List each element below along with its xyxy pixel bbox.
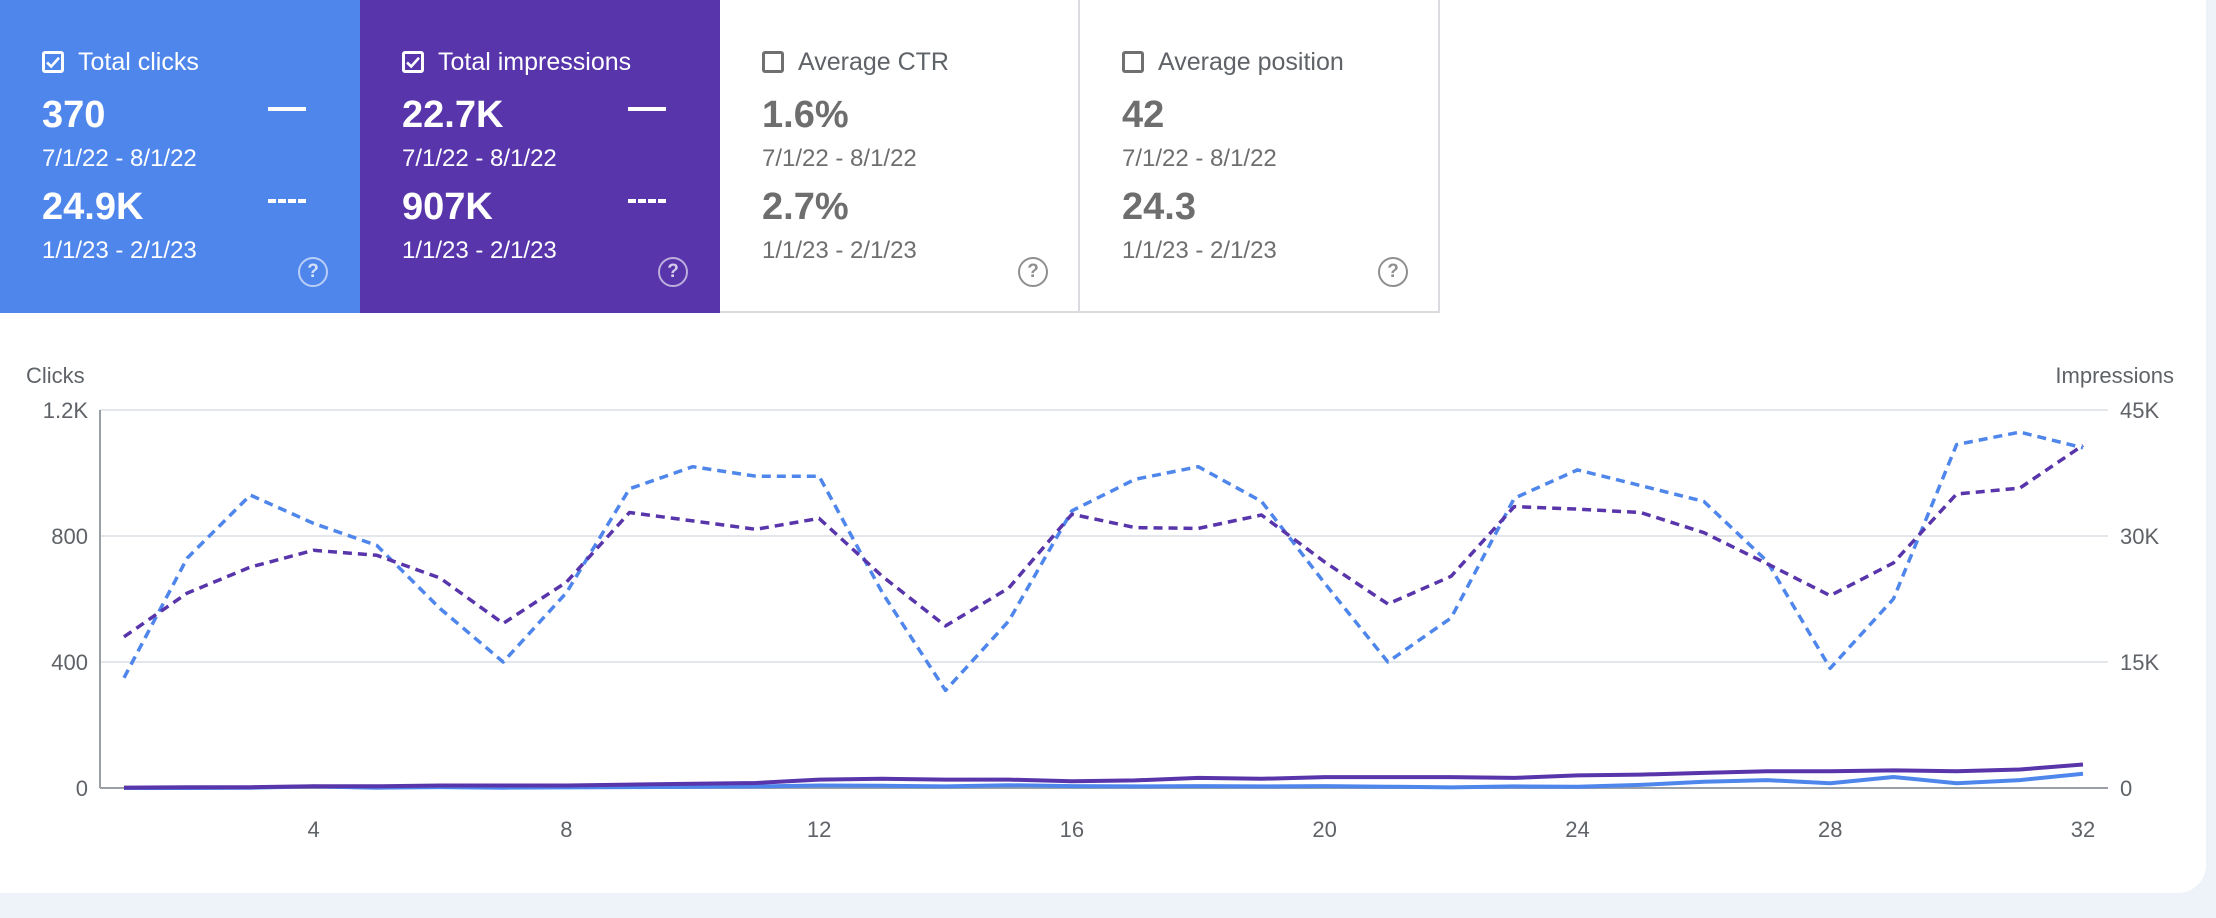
date-range-compare: 1/1/23 - 2/1/23 (402, 237, 557, 264)
date-range-compare: 1/1/23 - 2/1/23 (42, 237, 197, 264)
card-title: Average CTR (798, 47, 949, 76)
performance-panel: Total clicks 370 7/1/22 - 8/1/22 24.9K 1… (0, 0, 2206, 893)
date-range-compare: 1/1/23 - 2/1/23 (762, 237, 917, 264)
x-tick-label: 4 (307, 817, 319, 842)
help-icon[interactable]: ? (1018, 257, 1048, 287)
chart-series (122, 430, 2084, 790)
date-range-current: 7/1/22 - 8/1/22 (42, 145, 197, 172)
date-range-current: 7/1/22 - 8/1/22 (402, 145, 557, 172)
card-title: Total impressions (438, 47, 632, 76)
y-tick-label-right: 0 (2120, 776, 2132, 801)
x-tick-label: 8 (560, 817, 572, 842)
checkbox-checked-icon[interactable] (402, 51, 424, 73)
card-header: Total impressions (402, 47, 631, 77)
card-total-clicks[interactable]: Total clicks 370 7/1/22 - 8/1/22 24.9K 1… (0, 0, 360, 313)
metric-value-current: 42 (1122, 94, 1165, 136)
series-line-clicks-dashed[interactable] (122, 430, 2084, 693)
x-tick-label: 12 (807, 817, 831, 842)
dashed-line-legend-icon (628, 199, 666, 203)
y-axis-label-right: Impressions (2055, 363, 2174, 388)
card-total-impressions[interactable]: Total impressions 22.7K 7/1/22 - 8/1/22 … (360, 0, 720, 313)
x-tick-label: 24 (1565, 817, 1589, 842)
x-tick-label: 32 (2071, 817, 2095, 842)
card-title: Average position (1158, 47, 1344, 76)
chart-axes (99, 410, 2108, 789)
dashed-line-legend-icon (268, 199, 306, 203)
card-header: Average CTR (762, 47, 949, 77)
y-tick-label-left: 1.2K (43, 398, 89, 423)
help-icon[interactable]: ? (658, 257, 688, 287)
help-icon[interactable]: ? (298, 257, 328, 287)
card-average-ctr[interactable]: Average CTR 1.6% 7/1/22 - 8/1/22 2.7% 1/… (720, 0, 1080, 313)
metric-value-compare: 2.7% (762, 186, 849, 228)
checkbox-checked-icon[interactable] (42, 51, 64, 73)
y-tick-label-left: 400 (51, 650, 88, 675)
y-axis-label-left: Clicks (26, 363, 85, 388)
x-tick-label: 16 (1060, 817, 1084, 842)
x-tick-label: 28 (1818, 817, 1842, 842)
y-tick-label-right: 45K (2120, 398, 2159, 423)
metric-value-current: 22.7K (402, 94, 504, 136)
card-title: Total clicks (78, 47, 199, 76)
card-header: Total clicks (42, 47, 199, 77)
date-range-current: 7/1/22 - 8/1/22 (1122, 145, 1277, 172)
date-range-compare: 1/1/23 - 2/1/23 (1122, 237, 1277, 264)
chart-ticks: 0 400 800 1.2K 0 15K 30K 45K 4 8 12 16 20 24 28 32 (43, 398, 2160, 842)
metric-value-current: 1.6% (762, 94, 849, 136)
help-icon[interactable]: ? (1378, 257, 1408, 287)
chart-grid (100, 409, 2108, 663)
metric-value-compare: 907K (402, 186, 493, 228)
x-tick-label: 20 (1312, 817, 1336, 842)
solid-line-legend-icon (268, 107, 306, 111)
solid-line-legend-icon (628, 107, 666, 111)
metric-cards: Total clicks 370 7/1/22 - 8/1/22 24.9K 1… (0, 0, 1440, 314)
checkbox-unchecked-icon[interactable] (1122, 51, 1144, 73)
series-line-impressions-solid[interactable] (123, 762, 2084, 790)
y-tick-label-left: 800 (51, 524, 88, 549)
series-line-impressions-dashed[interactable] (123, 443, 2084, 639)
card-header: Average position (1122, 47, 1344, 77)
performance-chart: Clicks Impressions 0 400 800 1.2K 0 15K 30K 45K… (26, 363, 2174, 842)
metric-value-compare: 24.3 (1122, 186, 1196, 228)
card-average-position[interactable]: Average position 42 7/1/22 - 8/1/22 24.3… (1080, 0, 1440, 313)
date-range-current: 7/1/22 - 8/1/22 (762, 145, 917, 172)
metric-value-compare: 24.9K (42, 186, 144, 228)
checkbox-unchecked-icon[interactable] (762, 51, 784, 73)
y-tick-label-left: 0 (76, 776, 88, 801)
y-tick-label-right: 15K (2120, 650, 2159, 675)
metric-value-current: 370 (42, 94, 106, 136)
y-tick-label-right: 30K (2120, 524, 2159, 549)
